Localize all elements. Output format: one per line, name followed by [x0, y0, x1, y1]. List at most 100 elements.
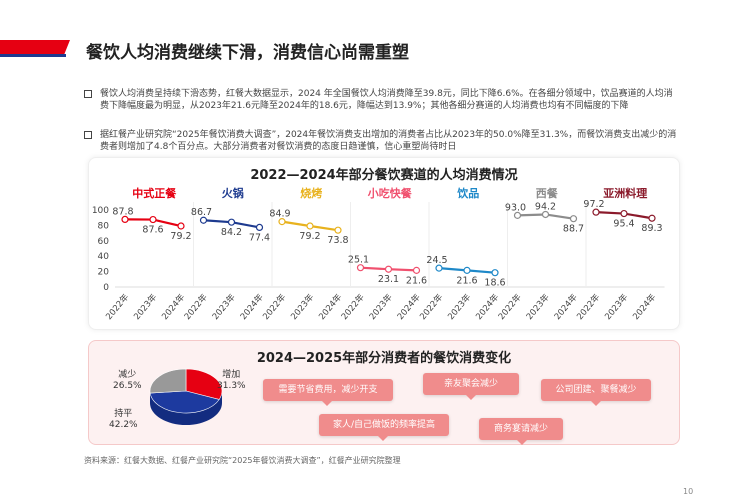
- x-tick-label: 2024年: [395, 291, 423, 322]
- line-chart: 0 20 40 60 80 100 中式正餐 87.8 2022年 87.6 2023年 79.2 20…: [92, 186, 665, 322]
- pie-slice: [149, 368, 187, 394]
- reason-bubble: 家人/自己做饭的频率提高: [319, 414, 449, 441]
- data-label: 24.5: [426, 255, 447, 266]
- x-tick-label: 2023年: [288, 291, 316, 322]
- bullet-paragraph-2: 据红餐产业研究院“2025年餐饮消费大调查”，2024年餐饮消费支出增加的消费者…: [84, 129, 680, 153]
- x-tick-label: 2022年: [417, 291, 445, 322]
- data-label: 79.2: [299, 231, 320, 242]
- reason-bubble: 商务宴请减少: [479, 418, 563, 445]
- source-note: 资料来源：红餐大数据、红餐产业研究院“2025年餐饮消费大调查”，红餐产业研究院…: [84, 456, 401, 465]
- series-label: 中式正餐: [132, 186, 177, 200]
- data-label: 79.2: [170, 231, 191, 242]
- data-point: [620, 209, 628, 218]
- reason-bubble: 需要节省费用，减少开支: [263, 379, 393, 406]
- x-tick-label: 2024年: [238, 291, 266, 322]
- x-tick-label: 2023年: [367, 291, 395, 322]
- pie-slice: [185, 368, 223, 400]
- pie-chart-panel: 2024—2025年部分消费者的餐饮消费变化 增加 31.3% 持平 42.2% 减…: [88, 340, 680, 445]
- page-number: 10: [683, 487, 694, 496]
- x-tick-label: 2023年: [602, 291, 630, 322]
- data-label: 87.8: [112, 206, 133, 217]
- data-label: 73.8: [327, 235, 348, 246]
- data-label: 18.6: [484, 278, 505, 289]
- data-label: 87.6: [142, 225, 163, 236]
- bullet-square-icon: [84, 90, 92, 98]
- data-point: [199, 216, 208, 224]
- x-tick-label: 2022年: [182, 291, 210, 322]
- data-point: [435, 264, 443, 272]
- data-point: [306, 222, 314, 230]
- series-label: 饮品: [456, 186, 479, 200]
- data-label: 21.6: [406, 275, 427, 286]
- data-point: [227, 218, 236, 226]
- data-label: 89.3: [641, 223, 662, 234]
- series-label: 烧烤: [300, 186, 322, 200]
- data-point: [384, 265, 393, 273]
- y-tick-label: 100: [92, 206, 109, 216]
- bullet-text: 餐饮人均消费呈持续下滑态势，红餐大数据显示，2024 年全国餐饮人均消费降至39…: [100, 89, 673, 111]
- x-tick-label: 2023年: [131, 291, 159, 322]
- x-tick-label: 2022年: [260, 291, 288, 322]
- data-point: [592, 208, 600, 216]
- data-point: [255, 223, 264, 232]
- x-tick-label: 2024年: [473, 291, 501, 322]
- data-label: 77.4: [249, 232, 270, 243]
- pie-chart: [149, 368, 223, 425]
- line-chart-panel: 2022—2024年部分餐饮赛道的人均消费情况 0 20 40 60 80 100 中式正餐…: [88, 157, 680, 330]
- data-point: [648, 214, 656, 222]
- pie-label-increase: 增加 31.3%: [217, 370, 246, 391]
- data-label: 84.9: [269, 209, 290, 220]
- reason-bubble: 公司团建、聚餐减少: [541, 379, 651, 406]
- y-tick-label: 40: [98, 252, 110, 262]
- series-label: 小吃快餐: [367, 186, 413, 200]
- y-tick-label: 60: [98, 237, 110, 247]
- data-label: 94.2: [535, 201, 556, 212]
- header-accent-bar: [0, 40, 70, 54]
- data-point: [121, 215, 129, 223]
- data-label: 23.1: [378, 274, 399, 285]
- series-label: 火锅: [222, 186, 244, 200]
- data-point: [356, 264, 365, 272]
- data-point: [463, 266, 471, 274]
- y-tick-label: 0: [103, 283, 109, 293]
- series-label: 亚洲料理: [603, 186, 647, 200]
- series-label: 西餐: [536, 186, 559, 200]
- data-point: [513, 211, 522, 219]
- x-tick-label: 2023年: [524, 291, 552, 322]
- data-label: 21.6: [456, 275, 477, 286]
- x-tick-label: 2022年: [574, 291, 602, 322]
- pie-label-decrease: 减少 26.5%: [113, 370, 142, 391]
- y-tick-label: 80: [98, 221, 110, 231]
- x-tick-label: 2024年: [159, 291, 187, 322]
- chart-title: 2022—2024年部分餐饮赛道的人均消费情况: [250, 168, 518, 183]
- bullet-paragraph-1: 餐饮人均消费呈持续下滑态势，红餐大数据显示，2024 年全国餐饮人均消费降至39…: [84, 88, 680, 112]
- data-label: 88.7: [563, 224, 584, 235]
- x-tick-label: 2022年: [339, 291, 367, 322]
- data-label: 86.7: [191, 207, 212, 218]
- x-tick-label: 2022年: [103, 291, 131, 322]
- data-point: [149, 215, 157, 224]
- bullet-text: 据红餐产业研究院“2025年餐饮消费大调查”，2024年餐饮消费支出增加的消费者…: [100, 130, 677, 152]
- y-tick-label: 20: [98, 268, 110, 278]
- data-point: [412, 266, 421, 274]
- reason-bubble: 亲友聚会减少: [423, 373, 519, 400]
- header-accent-underline: [0, 54, 66, 57]
- data-point: [569, 215, 578, 223]
- x-tick-label: 2022年: [496, 291, 524, 322]
- pie-slice: [149, 390, 220, 414]
- data-label: 97.2: [583, 199, 604, 210]
- x-tick-label: 2023年: [445, 291, 473, 322]
- data-label: 25.1: [348, 255, 369, 266]
- data-point: [541, 210, 550, 219]
- data-point: [177, 222, 185, 230]
- x-tick-label: 2023年: [210, 291, 238, 322]
- data-label: 95.4: [613, 219, 634, 230]
- page-title: 餐饮人均消费继续下滑，消费信心尚需重塑: [86, 43, 409, 63]
- x-tick-label: 2024年: [316, 291, 344, 322]
- pie-label-flat: 持平 42.2%: [109, 409, 138, 430]
- chart-title: 2024—2025年部分消费者的餐饮消费变化: [256, 351, 512, 366]
- x-tick-label: 2024年: [630, 291, 658, 322]
- data-label: 93.0: [505, 202, 526, 213]
- bullet-square-icon: [84, 131, 92, 139]
- data-point: [334, 226, 342, 234]
